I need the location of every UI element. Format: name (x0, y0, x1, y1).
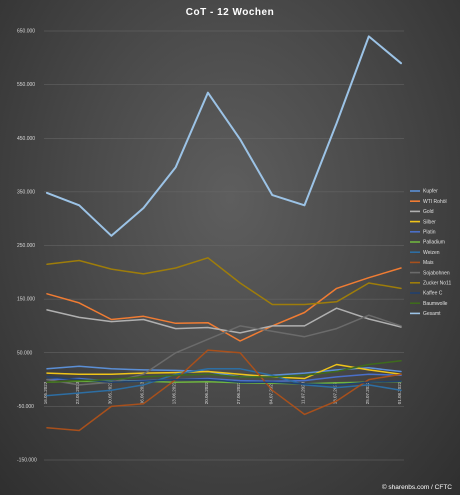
x-tick-label: 27.06.2023 (236, 381, 241, 404)
legend-label: Platin (423, 230, 436, 236)
series-line-gesamt (46, 35, 402, 237)
series-line-silber (46, 363, 402, 380)
y-tick-label: -150.000 (17, 458, 37, 464)
y-tick-label: -50.000 (17, 404, 34, 410)
legend-label: Weizen (423, 250, 440, 256)
series-line-sojabohnen (46, 314, 402, 386)
x-tick-label: 20.06.2023 (204, 381, 209, 404)
x-tick-label: 11.07.2023 (300, 381, 305, 404)
credit-text: © sharenbs.com / CFTC (382, 483, 452, 491)
series-line-platin (46, 373, 402, 382)
x-axis-ticks: 16.05.2023 23.05.2023 30.05.2023 06.06.2023… (43, 381, 402, 404)
series-line-gold (46, 307, 402, 334)
legend-label: Gold (423, 209, 434, 215)
legend-label: Gesamt (423, 311, 441, 317)
grid-lines (44, 30, 404, 461)
x-tick-label: 25.07.2023 (365, 381, 370, 404)
x-tick-label: 01.08.2023 (397, 381, 402, 404)
y-tick-label: 450.000 (17, 136, 35, 142)
y-tick-label: 550.000 (17, 82, 35, 88)
y-tick-label: 150.000 (17, 297, 35, 303)
x-tick-label: 13.06.2023 (172, 381, 177, 404)
series-line-kaffee-c (46, 376, 402, 386)
legend-label: Kaffee C (423, 291, 443, 297)
legend: Kupfer WTI Rohöl Gold Silber Platin Palladium… (410, 189, 451, 317)
legend-label: Baumwolle (423, 301, 448, 307)
y-tick-label: 50.000 (17, 350, 33, 356)
legend-label: WTI Rohöl (423, 199, 447, 205)
x-tick-label: 30.05.2023 (107, 381, 112, 404)
x-tick-label: 04.07.2023 (268, 381, 273, 404)
legend-label: Mais (423, 260, 434, 266)
chart-title: CoT - 12 Wochen (186, 7, 274, 18)
series-line-weizen (46, 368, 402, 397)
series-lines (46, 35, 402, 432)
y-tick-label: 250.000 (17, 243, 35, 249)
legend-label: Kupfer (423, 189, 438, 195)
y-tick-label: 350.000 (17, 189, 35, 195)
x-tick-label: 16.05.2023 (43, 381, 48, 404)
x-tick-label: 18.07.2023 (333, 381, 338, 404)
x-tick-label: 06.06.2023 (140, 381, 145, 404)
legend-label: Sojabohnen (423, 270, 450, 276)
y-axis-ticks: 650.000 550.000 450.000 350.000 250.000 150.0… (17, 29, 37, 464)
legend-label: Palladium (423, 240, 445, 246)
series-line-baumwolle (46, 360, 402, 383)
series-line-mais (46, 349, 402, 432)
y-tick-label: 650.000 (17, 29, 35, 35)
series-line-zucker-no11 (46, 257, 402, 306)
legend-label: Silber (423, 219, 436, 225)
legend-label: Zucker No11 (423, 281, 451, 287)
series-line-kupfer (46, 365, 402, 378)
